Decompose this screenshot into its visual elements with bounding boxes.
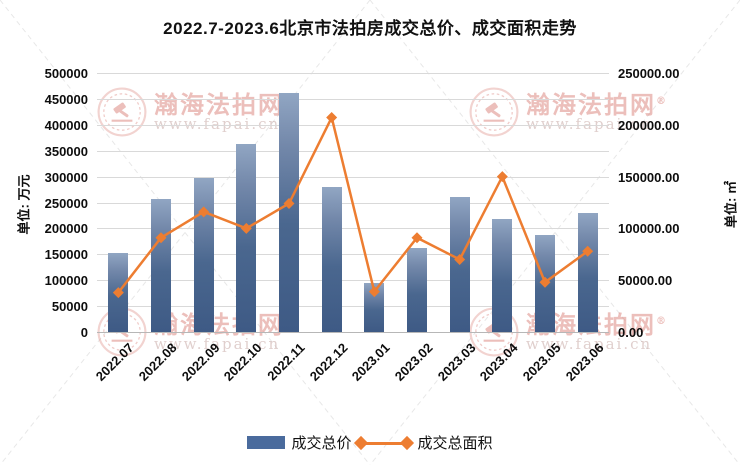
legend-item-line: 成交总面积 — [353, 432, 493, 453]
legend-item-bar: 成交总价 — [247, 432, 352, 453]
x-axis-tick: 2023.06 — [562, 340, 607, 384]
marker-2023.02 — [411, 232, 423, 244]
x-axis-tick: 2023.05 — [519, 340, 564, 384]
right-axis-tick: 200000.00 — [618, 117, 680, 133]
legend: 成交总价 成交总面积 — [0, 432, 740, 453]
plot-area — [97, 73, 609, 333]
left-axis-tick: 100000 — [44, 273, 88, 289]
gridline — [97, 228, 609, 230]
bar-slot — [310, 73, 353, 332]
left-axis-tick: 300000 — [44, 169, 88, 185]
bar-2023.06 — [577, 213, 598, 332]
marker-2022.07 — [112, 287, 124, 299]
left-axis-tick: 500000 — [44, 66, 88, 81]
left-axis-tick: 450000 — [44, 91, 88, 107]
bar-slot — [353, 73, 396, 332]
gridline — [97, 150, 609, 152]
marker-2022.12 — [326, 112, 338, 124]
right-axis-tick: 0.00 — [618, 325, 644, 340]
left-axis-tick: 200000 — [44, 221, 88, 237]
gridline — [97, 280, 609, 282]
left-axis-unit-label: 单位: 万元 — [16, 174, 32, 235]
gridline — [97, 176, 609, 178]
bar-slot — [140, 73, 183, 332]
marker-2022.11 — [283, 198, 295, 210]
right-axis-tick: 150000.00 — [618, 169, 680, 185]
marker-2023.03 — [454, 253, 466, 265]
marker-2022.10 — [240, 222, 252, 234]
x-axis-tick: 2022.09 — [178, 340, 223, 384]
bar-2022.08 — [151, 198, 171, 332]
right-axis-tick: 100000.00 — [618, 221, 680, 237]
bar-slot — [268, 73, 311, 332]
bar-2022.12 — [321, 187, 342, 332]
bar-2022.11 — [279, 92, 300, 332]
legend-bar-label: 成交总价 — [291, 435, 352, 452]
gridline — [97, 124, 609, 126]
marker-2022.09 — [198, 206, 210, 218]
left-axis-tick: 0 — [80, 325, 88, 340]
bar-2023.04 — [492, 218, 513, 332]
legend-line-label: 成交总面积 — [417, 435, 493, 452]
bar-slot — [225, 73, 268, 332]
gridline — [97, 332, 609, 333]
marker-2023.01 — [368, 286, 380, 298]
gridline — [97, 98, 609, 100]
gridline — [97, 306, 609, 308]
line-series-swatch — [353, 435, 414, 450]
x-axis-tick: 2022.11 — [264, 340, 308, 384]
gridline — [97, 254, 609, 256]
x-axis-tick: 2023.03 — [434, 340, 479, 384]
right-axis-unit-label: 单位: ㎡ — [723, 181, 739, 228]
marker-2023.04 — [496, 171, 508, 183]
left-axis-tick: 350000 — [44, 143, 88, 159]
bar-2022.10 — [236, 143, 257, 332]
right-axis-tick: 50000.00 — [618, 273, 673, 289]
line-series — [112, 112, 594, 299]
bar-slot — [566, 73, 609, 332]
chart-title: 2022.7-2023.6北京市法拍房成交总价、成交面积走势 — [163, 19, 577, 38]
x-axis-tick: 2023.02 — [391, 340, 436, 384]
left-axis-tick: 250000 — [44, 195, 88, 211]
left-axis-tick: 150000 — [44, 247, 88, 263]
right-axis-tick: 250000.00 — [618, 66, 680, 81]
x-axis-tick: 2022.07 — [93, 340, 137, 384]
marker-2023.06 — [582, 245, 594, 257]
x-axis-tick: 2023.01 — [349, 340, 393, 384]
gridline — [97, 73, 609, 74]
x-axis-tick: 2023.04 — [477, 340, 521, 384]
area-line — [117, 113, 589, 295]
x-axis-tick: 2022.10 — [221, 340, 265, 384]
bar-slot — [396, 73, 439, 332]
left-axis-tick: 400000 — [44, 117, 88, 133]
marker-2023.05 — [539, 276, 551, 288]
x-axis-tick: 2022.08 — [135, 340, 180, 384]
marker-2022.08 — [155, 232, 167, 244]
bar-slot — [481, 73, 524, 332]
x-axis-tick: 2022.12 — [306, 340, 351, 384]
bar-2023.01 — [364, 282, 385, 332]
bar-series-swatch — [247, 436, 286, 449]
bar-series — [97, 73, 609, 332]
left-axis-tick: 50000 — [51, 299, 88, 315]
bar-2023.02 — [407, 248, 428, 332]
